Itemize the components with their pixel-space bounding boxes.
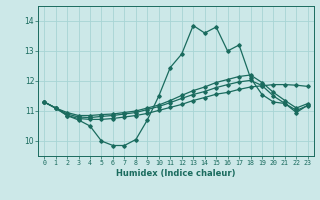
X-axis label: Humidex (Indice chaleur): Humidex (Indice chaleur) xyxy=(116,169,236,178)
